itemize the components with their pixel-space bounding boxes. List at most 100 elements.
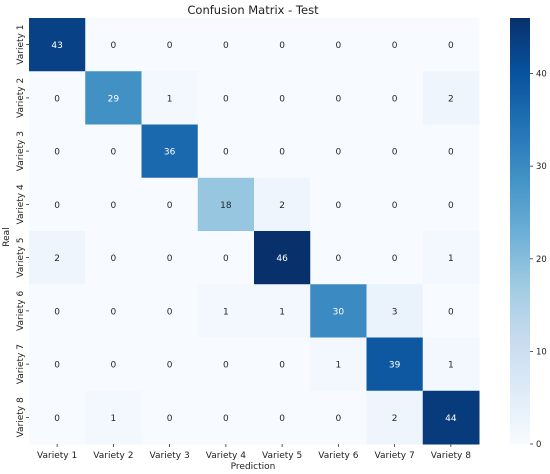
heatmap-cell [85,124,142,179]
x-tick-label: Variety 6 [318,451,358,461]
colorbar-tick-label: 10 [536,347,547,357]
y-axis-ticks: Variety 1 Variety 2 Variety 3 Variety 4 Vari… [16,25,29,437]
heatmap-cell [310,18,367,72]
x-tick-label: Variety 8 [431,451,471,461]
heatmap-cell [254,337,311,392]
cell-value-label: 0 [111,307,117,317]
cell-value-label: 0 [279,148,285,158]
cell-value-label: 0 [279,414,285,424]
cell-value-label: 0 [223,148,229,158]
cell-value-label: 1 [448,254,454,264]
heatmap-cell [366,337,424,392]
heatmap-cell [85,337,142,392]
cell-value-label: 0 [448,201,454,211]
cell-value-label: 2 [448,94,454,104]
heatmap-cells: 43 0 0 0 0 0 0 0 0 29 1 0 0 0 0 2 0 0 36 0 0 0 0 0 0 0 0 18 2 0 0 0 2 0 0 0… [29,18,480,445]
cell-value-label: 0 [392,148,398,158]
x-tick-label: Variety 7 [375,451,415,461]
cell-value-label: 2 [279,201,285,211]
heatmap-cell [422,71,480,125]
cell-value-label: 29 [108,94,120,104]
cell-value-label: 0 [223,254,229,264]
heatmap-cell [422,177,480,232]
heatmap-cell [141,284,199,338]
colorbar [510,18,530,444]
cell-value-label: 0 [167,41,173,51]
heatmap-cell [254,18,311,72]
cell-value-label: 0 [167,361,173,371]
heatmap-cell [254,71,311,125]
y-tick-label: Variety 8 [16,397,26,437]
cell-value-label: 0 [223,414,229,424]
cell-value-label: 0 [167,201,173,211]
x-tick-label: Variety 2 [93,451,133,461]
cell-value-label: 0 [448,148,454,158]
cell-value-label: 0 [392,94,398,104]
heatmap-cell [310,390,367,445]
x-tick-label: Variety 4 [206,451,246,461]
cell-value-label: 0 [279,41,285,51]
cell-value-label: 0 [167,254,173,264]
heatmap-cell [422,124,480,179]
heatmap-cell [366,231,424,285]
x-tick-label: Variety 5 [262,451,302,461]
y-tick-label: Variety 6 [16,291,26,331]
heatmap-cell [197,71,255,125]
cell-value-label: 2 [392,414,398,424]
heatmap-cell [141,177,199,232]
heatmap-cell [422,337,480,392]
cell-value-label: 0 [336,201,342,211]
cell-value-label: 0 [448,307,454,317]
x-axis-ticks: Variety 1 Variety 2 Variety 3 Variety 4 Vari… [37,444,471,461]
cell-value-label: 0 [279,361,285,371]
cell-value-label: 44 [445,414,457,424]
cell-value-label: 0 [54,307,60,317]
heatmap-cell [85,177,142,232]
heatmap-cell [366,18,424,72]
cell-value-label: 0 [392,201,398,211]
heatmap-cell [29,390,86,445]
y-tick-label: Variety 7 [16,344,26,384]
heatmap-cell [29,177,86,232]
colorbar-tick-label: 20 [536,255,547,265]
x-tick-label: Variety 3 [150,451,190,461]
heatmap-cell [254,231,311,285]
cell-value-label: 0 [336,414,342,424]
heatmap-cell [310,124,367,179]
y-tick-label: Variety 1 [16,25,26,65]
heatmap-cell [29,231,86,285]
heatmap-cell [422,390,480,445]
cell-value-label: 43 [51,41,62,51]
heatmap-cell [141,231,199,285]
heatmap-cell [197,124,255,179]
heatmap-cell [197,18,255,72]
heatmap-cell [141,337,199,392]
cell-value-label: 0 [223,41,229,51]
heatmap-cell [310,71,367,125]
heatmap-cell [310,284,367,338]
heatmap-cell [254,177,311,232]
cell-value-label: 0 [54,94,60,104]
heatmap-cell [141,124,199,179]
colorbar-tick-label: 40 [536,70,547,80]
heatmap-cell [85,390,142,445]
heatmap-cell [366,124,424,179]
cell-value-label: 1 [279,307,285,317]
heatmap-cell [422,18,480,72]
heatmap-cell [310,231,367,285]
cell-value-label: 0 [111,41,117,51]
heatmap-cell [366,177,424,232]
heatmap-cell [141,390,199,445]
y-tick-label: Variety 5 [16,238,26,278]
cell-value-label: 0 [111,148,117,158]
heatmap-cell [29,71,86,125]
cell-value-label: 0 [167,307,173,317]
heatmap-cell [310,177,367,232]
y-tick-label: Variety 3 [16,131,26,171]
cell-value-label: 0 [54,361,60,371]
cell-value-label: 1 [167,94,173,104]
cell-value-label: 0 [448,41,454,51]
heatmap-cell [197,177,255,232]
